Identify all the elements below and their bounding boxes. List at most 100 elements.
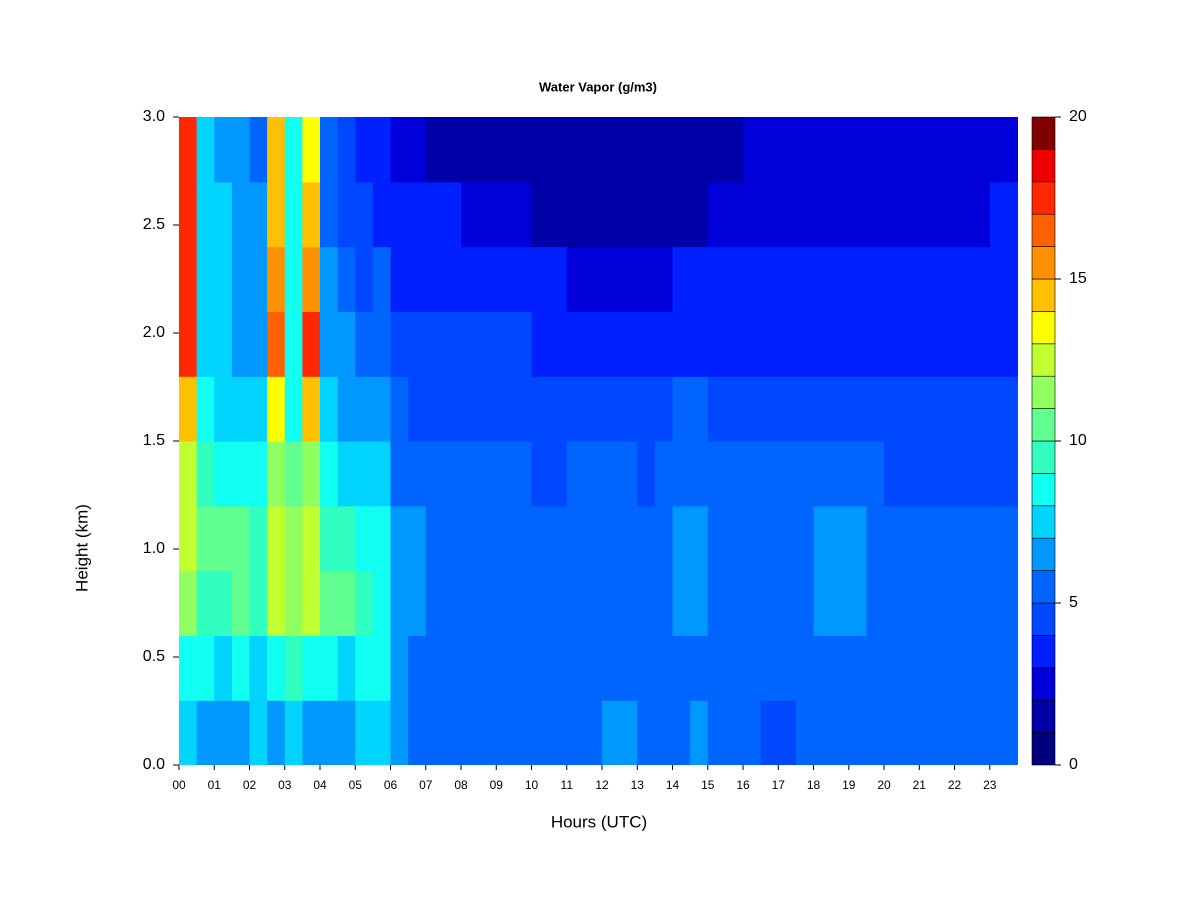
heat-cell <box>760 117 779 183</box>
heat-cell <box>214 570 233 636</box>
heat-cell <box>672 311 691 377</box>
heat-cell <box>619 441 638 507</box>
heat-cell <box>989 635 1009 701</box>
heat-cell <box>831 505 850 572</box>
heat-cell <box>919 246 938 312</box>
heat-cell <box>602 505 621 572</box>
heat-cell <box>778 311 797 377</box>
heat-cell <box>284 376 303 442</box>
heat-cell <box>795 246 815 312</box>
heat-cell <box>549 635 568 701</box>
heat-cell <box>725 311 744 377</box>
heat-cell <box>989 181 1009 248</box>
heat-cell <box>831 117 850 183</box>
heat-cell <box>513 635 533 701</box>
heat-cell <box>196 635 215 701</box>
heat-cell <box>672 570 691 636</box>
heat-cell <box>602 441 621 507</box>
heat-cell <box>901 311 920 377</box>
heat-cell <box>496 311 515 377</box>
heat-cell <box>831 311 850 377</box>
heat-cell <box>337 246 356 312</box>
heat-cell <box>654 441 674 507</box>
heat-cell <box>249 181 268 248</box>
heat-cell <box>425 246 444 312</box>
heat-cell <box>778 441 797 507</box>
heat-cell <box>866 117 885 183</box>
colorbar-band <box>1031 440 1056 474</box>
heat-cell <box>566 181 585 248</box>
heat-cell <box>337 570 356 636</box>
heat-cell <box>866 635 885 701</box>
x-tick-label: 07 <box>419 778 433 792</box>
heat-cell <box>884 505 903 572</box>
heat-cell <box>549 311 568 377</box>
chart-title: Water Vapor (g/m3) <box>539 79 657 94</box>
heat-cell <box>267 376 286 442</box>
heat-cell <box>284 117 303 183</box>
x-tick-label: 00 <box>172 778 186 792</box>
heat-cell <box>901 441 920 507</box>
x-tick-label: 20 <box>877 778 891 792</box>
heat-cell <box>478 570 497 636</box>
heat-cell <box>707 635 727 701</box>
heat-cell <box>566 117 585 183</box>
heat-cell <box>284 700 303 765</box>
heat-cell <box>461 181 480 248</box>
heat-cell <box>672 181 691 248</box>
heat-cell <box>725 117 744 183</box>
heat-cell <box>337 441 356 507</box>
heat-cell <box>408 570 427 636</box>
colorbar-band <box>1031 505 1056 539</box>
heat-cell <box>743 441 762 507</box>
heat-cell <box>372 570 392 636</box>
x-tick-label: 01 <box>208 778 222 792</box>
heat-cell <box>531 117 550 183</box>
heat-cell <box>954 570 973 636</box>
heat-cell <box>267 117 286 183</box>
heat-cell <box>919 700 938 765</box>
heat-cell <box>866 376 885 442</box>
heat-cell <box>196 700 215 765</box>
heat-cell <box>672 246 691 312</box>
heat-cell <box>972 700 991 765</box>
heat-cell <box>936 376 956 442</box>
heat-cell <box>901 246 920 312</box>
heat-cell <box>690 117 709 183</box>
heat-cell <box>302 441 321 507</box>
heat-cell <box>461 700 480 765</box>
heat-cell <box>654 117 674 183</box>
heat-cell <box>372 181 392 248</box>
heat-cell <box>461 246 480 312</box>
colorbar-band <box>1031 570 1056 604</box>
heatmap <box>179 117 1018 765</box>
heat-cell <box>690 181 709 248</box>
heat-cell <box>408 376 427 442</box>
x-tick-label: 10 <box>525 778 539 792</box>
heat-cell <box>1007 505 1018 572</box>
heat-cell <box>355 246 374 312</box>
heat-cell <box>866 570 885 636</box>
heat-cell <box>672 635 691 701</box>
heat-cell <box>443 441 462 507</box>
heat-cell <box>513 505 533 572</box>
heat-cell <box>654 376 674 442</box>
heat-cell <box>743 505 762 572</box>
heat-cell <box>954 441 973 507</box>
heat-cell <box>972 570 991 636</box>
heat-cell <box>795 505 815 572</box>
heat-cell <box>337 635 356 701</box>
heat-cell <box>566 311 585 377</box>
heat-cell <box>602 246 621 312</box>
heat-cell <box>584 181 603 248</box>
heat-cell <box>390 246 409 312</box>
heat-cell <box>461 376 480 442</box>
colorbar-band <box>1031 408 1056 442</box>
heat-cell <box>425 311 444 377</box>
heat-cell <box>179 311 198 377</box>
heat-cell <box>320 376 339 442</box>
heat-cell <box>443 700 462 765</box>
heat-cell <box>549 376 568 442</box>
heat-cell <box>249 505 268 572</box>
heat-cell <box>972 376 991 442</box>
